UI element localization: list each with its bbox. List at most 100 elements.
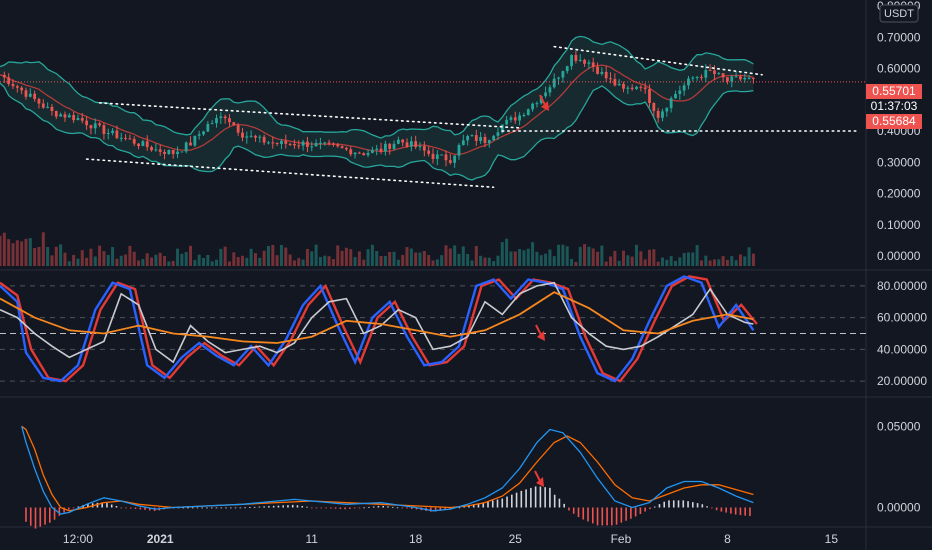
price-label-group: 0.55701 01:37:03 0.55684 <box>866 84 922 129</box>
macd-histogram-bar <box>634 507 637 517</box>
macd-histogram-bar <box>549 487 551 508</box>
macd-histogram-bar <box>53 507 56 520</box>
volume-bar <box>232 252 236 266</box>
candle-body <box>544 92 547 97</box>
volume-bar <box>695 245 699 266</box>
volume-bar <box>570 258 574 266</box>
candle-body <box>570 55 573 67</box>
macd-pane[interactable] <box>21 425 754 529</box>
macd-histogram-bar <box>491 500 494 508</box>
volume-bar <box>613 250 617 266</box>
volume-bar <box>124 254 128 266</box>
trendline-upper-wedge[interactable] <box>98 102 521 129</box>
macd-histogram-bar <box>639 507 642 514</box>
time-axis-tick: 25 <box>509 532 523 546</box>
candle-body <box>743 77 747 80</box>
macd-histogram-bar <box>44 507 46 525</box>
rsi-signal-line[interactable] <box>0 291 754 344</box>
macd-histogram-bar <box>649 507 651 510</box>
volume-bar <box>15 240 19 266</box>
bollinger-upper-line[interactable] <box>0 35 754 139</box>
volume-bar <box>310 251 314 266</box>
candle-body <box>93 123 97 129</box>
volume-bar <box>33 248 37 266</box>
candle-body <box>301 141 305 146</box>
time-axis-tick: 18 <box>409 532 423 546</box>
oscillator-pane[interactable] <box>0 275 866 383</box>
macd-histogram-bar <box>477 503 480 508</box>
volume-bar <box>626 255 630 266</box>
time-axis-tick: 2021 <box>147 532 174 546</box>
bollinger-lower-line[interactable] <box>0 82 754 181</box>
macd-histogram-bar <box>544 487 546 508</box>
macd-line[interactable] <box>21 426 754 515</box>
volume-bar <box>292 260 296 266</box>
price-pane[interactable] <box>0 35 866 266</box>
macd-axis-tick: 0.05000 <box>877 419 921 433</box>
macd-histogram-bar <box>658 504 661 508</box>
volume-bar <box>678 257 682 266</box>
rsi-line[interactable] <box>0 281 754 364</box>
stochastic-d-line[interactable] <box>0 275 758 383</box>
macd-histogram-bar <box>106 503 108 508</box>
price-axis-tick: 0.10000 <box>877 218 921 232</box>
volume-bar <box>158 252 162 266</box>
trendline-upper-resistance[interactable] <box>553 45 763 76</box>
candle-body <box>362 153 366 156</box>
volume-bar <box>444 245 448 266</box>
trendline-lower-wedge[interactable] <box>85 158 495 189</box>
volume-bar <box>227 261 231 266</box>
volume-bar <box>323 255 327 266</box>
volume-bar <box>453 245 457 266</box>
candle-body <box>578 59 582 61</box>
macd-histogram-bar <box>668 500 670 508</box>
volume-bar <box>496 255 500 266</box>
candle-body <box>414 141 418 147</box>
candle-body <box>626 87 630 89</box>
candle-body <box>197 134 201 136</box>
candle-body <box>375 148 379 150</box>
bearish-arrow-oscillator <box>537 331 545 341</box>
volume-bar <box>50 255 54 266</box>
volume-bar <box>622 250 626 266</box>
candle-body <box>565 66 569 72</box>
volume-bar <box>349 249 353 266</box>
macd-histogram-bar <box>630 507 632 519</box>
candle-body <box>319 142 322 144</box>
macd-histogram-bar <box>511 494 513 508</box>
candle-body <box>41 103 45 108</box>
volume-bar <box>609 256 613 266</box>
candle-body <box>37 99 41 104</box>
volume-bar <box>219 248 223 266</box>
volume-bar <box>531 242 535 266</box>
macd-histogram-bar <box>644 507 646 512</box>
price-axis[interactable]: 0.800000.700000.600000.500000.400000.300… <box>877 0 927 515</box>
candle-body <box>11 84 15 87</box>
candle-body <box>236 125 240 133</box>
macd-histogram-bar <box>534 486 537 508</box>
volume-bar <box>171 260 175 266</box>
currency-badge[interactable]: USDT <box>879 4 919 23</box>
macd-histogram-bar <box>358 507 361 509</box>
macd-histogram-bar <box>434 507 437 512</box>
candle-body <box>297 145 301 147</box>
candle-body <box>435 154 439 159</box>
stochastic-k-line[interactable] <box>0 275 755 383</box>
macd-histogram-bar <box>596 507 599 526</box>
candle-body <box>379 148 383 152</box>
time-axis[interactable]: 12:00 2021 11 18 25 Feb 8 15 <box>63 532 838 546</box>
volume-bar <box>301 259 305 266</box>
candle-body <box>288 143 292 145</box>
volume-bar <box>635 244 639 266</box>
oscillator-axis-tick: 40.00000 <box>877 342 927 356</box>
candle-body <box>500 124 504 133</box>
candle-body <box>180 151 184 153</box>
macd-histogram-bar <box>715 507 718 511</box>
macd-histogram-bar <box>396 507 399 509</box>
volume-bar <box>665 259 669 266</box>
candle-body <box>739 76 742 80</box>
macd-histogram-bar <box>48 507 51 523</box>
candle-body <box>327 142 331 144</box>
volume-bar <box>717 259 721 266</box>
macd-histogram-bar <box>711 507 713 509</box>
